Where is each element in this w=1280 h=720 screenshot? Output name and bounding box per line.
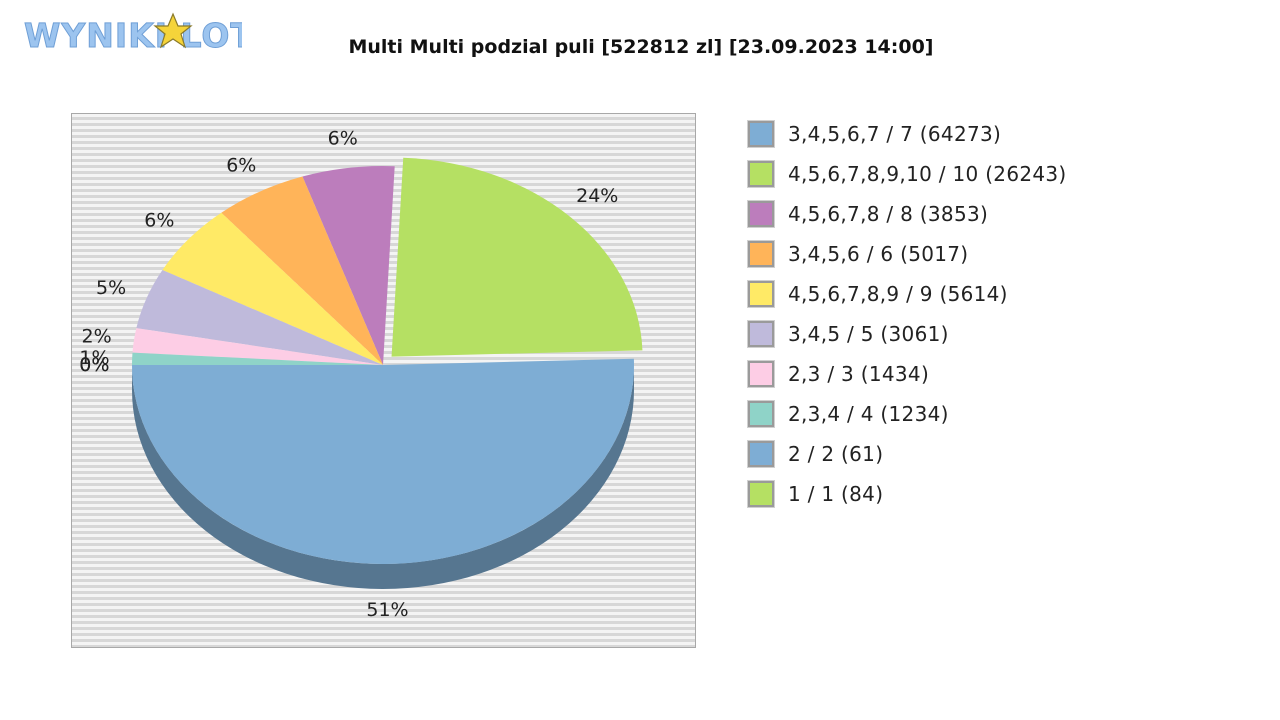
logo-text: WYNIKI LOTTO xyxy=(24,16,242,55)
pie-slice xyxy=(132,328,383,365)
legend-item: 4,5,6,7,8 / 8 (3853) xyxy=(747,200,1067,241)
legend-swatch xyxy=(747,440,775,468)
legend-label: 4,5,6,7,8 / 8 (3853) xyxy=(788,202,989,226)
legend-swatch xyxy=(747,400,775,428)
pie-slice xyxy=(391,157,643,357)
legend-label: 4,5,6,7,8,9 / 9 (5614) xyxy=(788,282,1008,306)
legend-item: 2 / 2 (61) xyxy=(747,440,1067,481)
legend-label: 3,4,5,6 / 6 (5017) xyxy=(788,242,969,266)
slice-percent-label: 24% xyxy=(576,185,618,207)
legend-swatch xyxy=(747,160,775,188)
legend-item: 3,4,5 / 5 (3061) xyxy=(747,320,1067,361)
legend-item: 1 / 1 (84) xyxy=(747,480,1067,521)
slice-percent-label: 6% xyxy=(144,209,174,231)
legend-item: 3,4,5,6,7 / 7 (64273) xyxy=(747,120,1067,161)
legend-swatch xyxy=(747,360,775,388)
logo-star-icon xyxy=(153,12,193,49)
legend-item: 2,3 / 3 (1434) xyxy=(747,360,1067,401)
legend-item: 4,5,6,7,8,9 / 9 (5614) xyxy=(747,280,1067,321)
legend-swatch xyxy=(747,240,775,268)
pie-slice xyxy=(132,352,383,365)
legend-label: 2,3 / 3 (1434) xyxy=(788,362,930,386)
pie-slice xyxy=(132,358,634,564)
legend-item: 3,4,5,6 / 6 (5017) xyxy=(747,240,1067,281)
slice-percent-label: 5% xyxy=(96,277,126,299)
pie-slice xyxy=(302,166,395,365)
slice-percent-label: 0% xyxy=(79,354,109,376)
legend-label: 2 / 2 (61) xyxy=(788,442,884,466)
legend-label: 3,4,5,6,7 / 7 (64273) xyxy=(788,122,1002,146)
legend-item: 2,3,4 / 4 (1234) xyxy=(747,400,1067,441)
legend-item: 4,5,6,7,8,9,10 / 10 (26243) xyxy=(747,160,1067,201)
legend-label: 2,3,4 / 4 (1234) xyxy=(788,402,949,426)
site-logo: WYNIKI LOTTO xyxy=(24,12,242,56)
slice-percent-label: 6% xyxy=(226,155,256,177)
legend-swatch xyxy=(747,480,775,508)
legend-swatch xyxy=(747,280,775,308)
pie-slice xyxy=(162,212,383,365)
slice-percent-label: 2% xyxy=(82,326,112,348)
pie-slice xyxy=(136,270,383,365)
legend-label: 3,4,5 / 5 (3061) xyxy=(788,322,949,346)
legend-swatch xyxy=(747,120,775,148)
legend: 3,4,5,6,7 / 7 (64273) 4,5,6,7,8,9,10 / 10… xyxy=(747,120,1067,521)
legend-swatch xyxy=(747,200,775,228)
legend-label: 1 / 1 (84) xyxy=(788,482,884,506)
slice-percent-label: 0% xyxy=(79,354,109,376)
slice-percent-label: 6% xyxy=(328,127,358,149)
slice-percent-label: 1% xyxy=(79,347,109,369)
pie-slice xyxy=(221,176,383,365)
slice-percent-label: 51% xyxy=(366,599,408,621)
legend-label: 4,5,6,7,8,9,10 / 10 (26243) xyxy=(788,162,1067,186)
chart-title: Multi Multi podzial puli [522812 zl] [23… xyxy=(348,36,934,58)
legend-swatch xyxy=(747,320,775,348)
